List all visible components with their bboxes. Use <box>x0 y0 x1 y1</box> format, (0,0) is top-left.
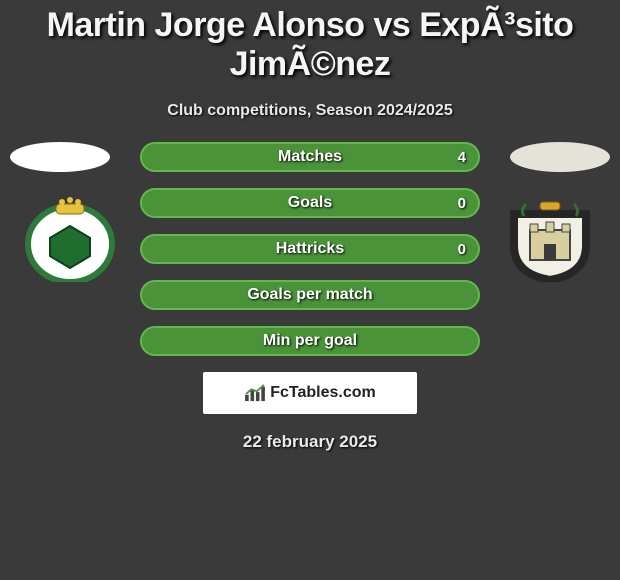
right-club-crest-icon <box>500 196 600 282</box>
stat-bar-min-per-goal: Min per goal <box>140 326 480 356</box>
stat-bar-hattricks: Hattricks 0 <box>140 234 480 264</box>
stat-bar-goals: Goals 0 <box>140 188 480 218</box>
content-area: Matches 4 Goals 0 Hattricks 0 Goals per … <box>0 142 620 452</box>
stat-bar-matches: Matches 4 <box>140 142 480 172</box>
stat-value: 4 <box>458 149 466 166</box>
stat-value: 0 <box>458 241 466 258</box>
fctables-logo: FcTables.com <box>203 372 417 414</box>
subtitle: Club competitions, Season 2024/2025 <box>0 102 620 120</box>
chart-bars-icon <box>244 384 266 402</box>
page-title: Martin Jorge Alonso vs ExpÃ³sito JimÃ©ne… <box>0 0 620 84</box>
stat-label: Matches <box>278 148 342 166</box>
right-player-ellipse <box>510 142 610 172</box>
stats-bars: Matches 4 Goals 0 Hattricks 0 Goals per … <box>140 142 480 356</box>
left-club-crest-icon <box>20 196 120 282</box>
stat-bar-goals-per-match: Goals per match <box>140 280 480 310</box>
stat-label: Goals per match <box>247 286 372 304</box>
stat-label: Hattricks <box>276 240 344 258</box>
left-player-ellipse <box>10 142 110 172</box>
logo-text: FcTables.com <box>270 384 376 402</box>
date-label: 22 february 2025 <box>0 432 620 452</box>
stat-value: 0 <box>458 195 466 212</box>
stat-label: Goals <box>288 194 332 212</box>
stat-label: Min per goal <box>263 332 357 350</box>
